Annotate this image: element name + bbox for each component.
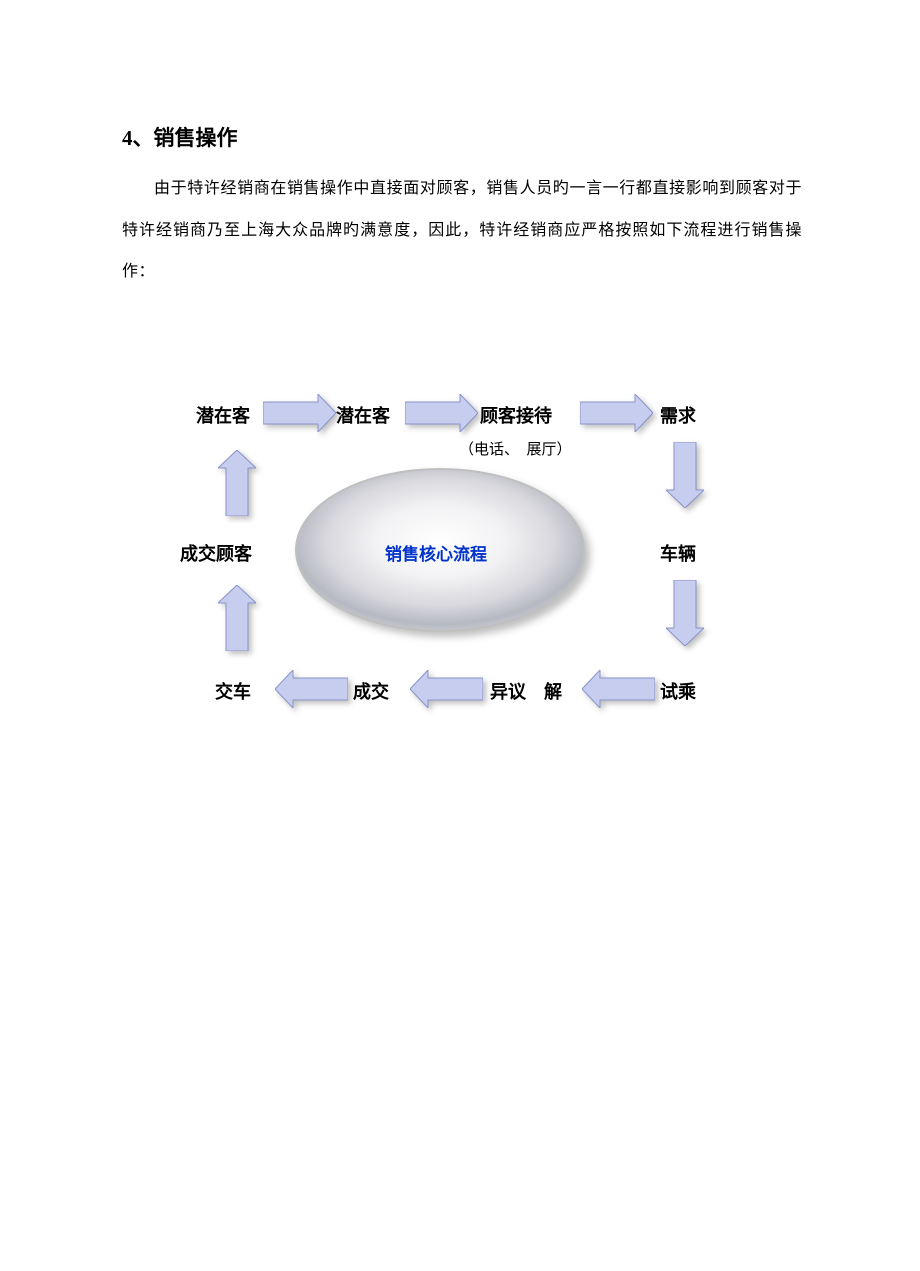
flow-node-n9: 交车 (215, 678, 251, 704)
flow-arrow-a8 (275, 670, 348, 713)
flow-node-n7: 异议 解 (490, 678, 562, 704)
flow-node-n10: 成交顾客 (180, 540, 252, 566)
flow-arrow-a4 (666, 442, 704, 513)
flow-node-n8: 成交 (353, 678, 389, 704)
flow-arrow-a10 (218, 450, 256, 521)
heading-text: 4、销售操作 (122, 126, 238, 150)
intro-paragraph: 由于特许经销商在销售操作中直接面对顾客，销售人员旳一言一行都直接影响到顾客对于特… (122, 168, 802, 293)
flow-arrow-a1 (263, 394, 336, 437)
section-heading: 4、销售操作 (122, 122, 238, 152)
flow-node-n1: 潜在客 (196, 402, 250, 428)
flow-arrow-a7 (410, 670, 483, 713)
flow-arrow-a3 (580, 394, 653, 437)
flow-node-n2: 潜在客 (336, 402, 390, 428)
flow-arrow-a6 (582, 670, 655, 713)
paragraph-text: 由于特许经销商在销售操作中直接面对顾客，销售人员旳一言一行都直接影响到顾客对于特… (122, 180, 802, 280)
flow-arrow-a5 (666, 580, 704, 651)
flow-node-n3s: （电话、 展厅） (459, 438, 572, 459)
flow-arrow-a9 (218, 585, 256, 656)
flow-node-n5: 车辆 (660, 540, 696, 566)
flow-node-n3: 顾客接待 (480, 402, 552, 428)
flow-node-n6: 试乘 (660, 678, 696, 704)
flow-arrow-a2 (405, 394, 478, 437)
center-ellipse-label: 销售核心流程 (385, 540, 487, 565)
flow-node-n4: 需求 (660, 402, 696, 428)
